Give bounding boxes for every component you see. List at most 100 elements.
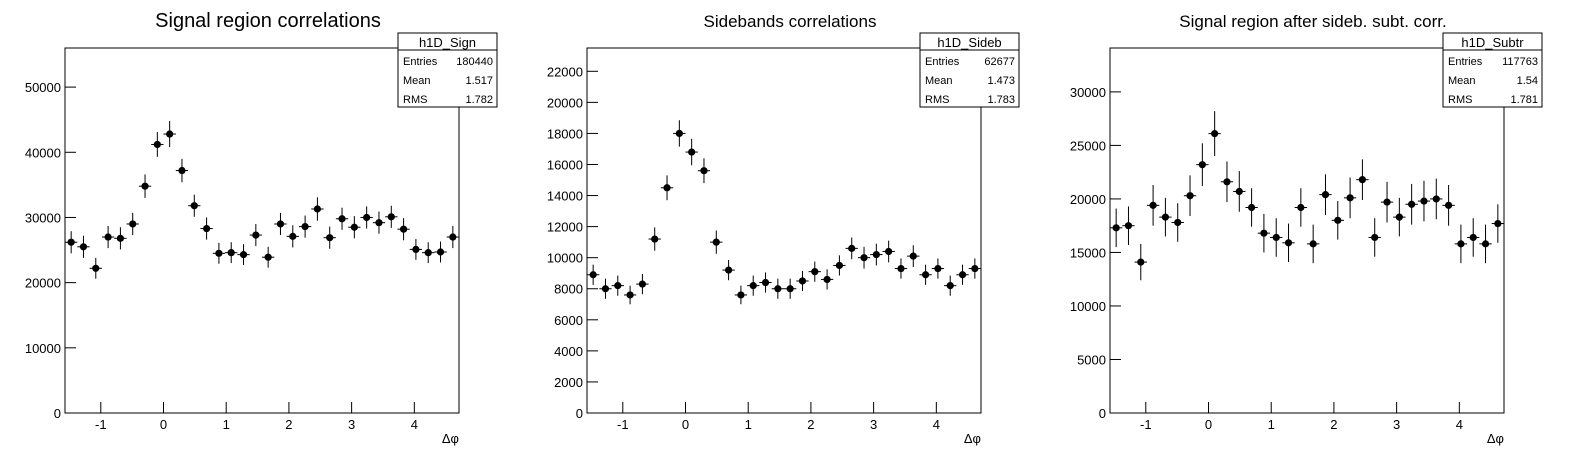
marker [326, 234, 334, 242]
plot-frame [586, 47, 982, 414]
marker [1235, 187, 1243, 196]
plot-frame [1109, 47, 1505, 414]
marker [749, 282, 757, 290]
marker [848, 244, 856, 252]
x-tick-label: 4 [933, 417, 940, 432]
marker [675, 129, 683, 138]
marker [104, 233, 112, 241]
x-tick-label: 2 [807, 417, 814, 432]
y-tick-label: 30000 [25, 210, 61, 225]
y-tick-label: 14000 [547, 189, 583, 204]
marker [700, 167, 708, 175]
marker [1297, 203, 1305, 212]
y-tick-label: 4000 [554, 344, 583, 359]
x-tick-label: 2 [285, 417, 292, 432]
stats-box [1442, 32, 1543, 108]
marker [1432, 195, 1440, 203]
marker [958, 271, 967, 279]
y-tick-label: 10000 [547, 251, 583, 266]
marker [1395, 213, 1403, 221]
marker [589, 271, 597, 279]
x-tick-label: 0 [1205, 417, 1212, 432]
stats-value: 1.782 [465, 94, 493, 106]
marker [141, 182, 149, 190]
x-tick-label: 0 [682, 417, 689, 432]
x-tick-label: 4 [411, 417, 418, 432]
x-tick-label: 0 [160, 417, 167, 432]
marker [1371, 233, 1379, 242]
x-axis-label: Δφ [964, 431, 981, 446]
marker [227, 249, 235, 257]
marker [166, 130, 174, 138]
stats-value: 1.473 [987, 75, 1015, 87]
marker [1383, 198, 1391, 206]
y-tick-label: 2000 [554, 375, 583, 390]
marker [449, 233, 457, 241]
x-axis-label: Δφ [1487, 431, 1504, 446]
y-tick-label: 25000 [1070, 138, 1106, 153]
marker [663, 184, 671, 192]
stats-label: Entries [925, 56, 960, 68]
marker [1457, 240, 1465, 248]
marker [1408, 200, 1416, 208]
marker [1494, 219, 1502, 228]
marker [1284, 239, 1293, 247]
stats-label: Mean [1448, 75, 1476, 87]
x-tick-label: -1 [95, 417, 107, 432]
stats-value: 180440 [456, 56, 493, 68]
marker [301, 222, 309, 231]
stats-value: 1.781 [1510, 94, 1538, 106]
marker [885, 247, 893, 256]
chart-title: Signal region after sideb. subt. corr. [1179, 12, 1446, 31]
x-tick-label: 3 [870, 417, 877, 432]
stats-label: RMS [1448, 94, 1472, 106]
marker [313, 205, 322, 213]
y-tick-label: 40000 [25, 145, 61, 160]
marker [971, 264, 979, 273]
marker [190, 202, 198, 210]
x-tick-label: 3 [348, 417, 355, 432]
marker [811, 268, 819, 276]
stats-label: Entries [403, 56, 438, 68]
marker [724, 266, 733, 274]
y-tick-label: 0 [54, 406, 61, 421]
y-tick-label: 16000 [547, 157, 583, 172]
marker [601, 285, 610, 293]
marker [786, 285, 794, 293]
marker [129, 220, 137, 228]
marker [178, 166, 186, 175]
marker [897, 264, 905, 273]
y-tick-label: 10000 [1070, 299, 1106, 314]
x-tick-label: 1 [1268, 417, 1275, 432]
y-tick-label: 20000 [1070, 192, 1106, 207]
marker [399, 225, 408, 233]
y-tick-label: 12000 [547, 220, 583, 235]
y-tick-label: 22000 [547, 64, 583, 79]
stats-label: Mean [403, 75, 431, 87]
marker [436, 248, 445, 256]
marker [202, 224, 211, 233]
marker [774, 285, 782, 293]
marker [626, 291, 634, 299]
marker [424, 249, 432, 257]
marker [1211, 130, 1219, 138]
marker [153, 140, 161, 149]
y-tick-label: 8000 [554, 282, 583, 297]
stats-value: 62677 [984, 56, 1015, 68]
marker [1444, 201, 1453, 209]
marker [289, 232, 297, 240]
marker [239, 251, 248, 259]
chart-title: Sidebands correlations [704, 12, 877, 31]
y-tick-label: 6000 [554, 313, 583, 328]
stats-label: Mean [925, 75, 953, 87]
marker [1420, 197, 1428, 205]
marker [387, 213, 395, 221]
y-tick-label: 30000 [1070, 85, 1106, 100]
marker [363, 213, 371, 222]
marker [1272, 233, 1280, 242]
marker [761, 278, 770, 287]
y-tick-label: 15000 [1070, 245, 1106, 260]
marker [688, 148, 696, 156]
marker [1247, 203, 1256, 212]
x-tick-label: -1 [1140, 417, 1152, 432]
